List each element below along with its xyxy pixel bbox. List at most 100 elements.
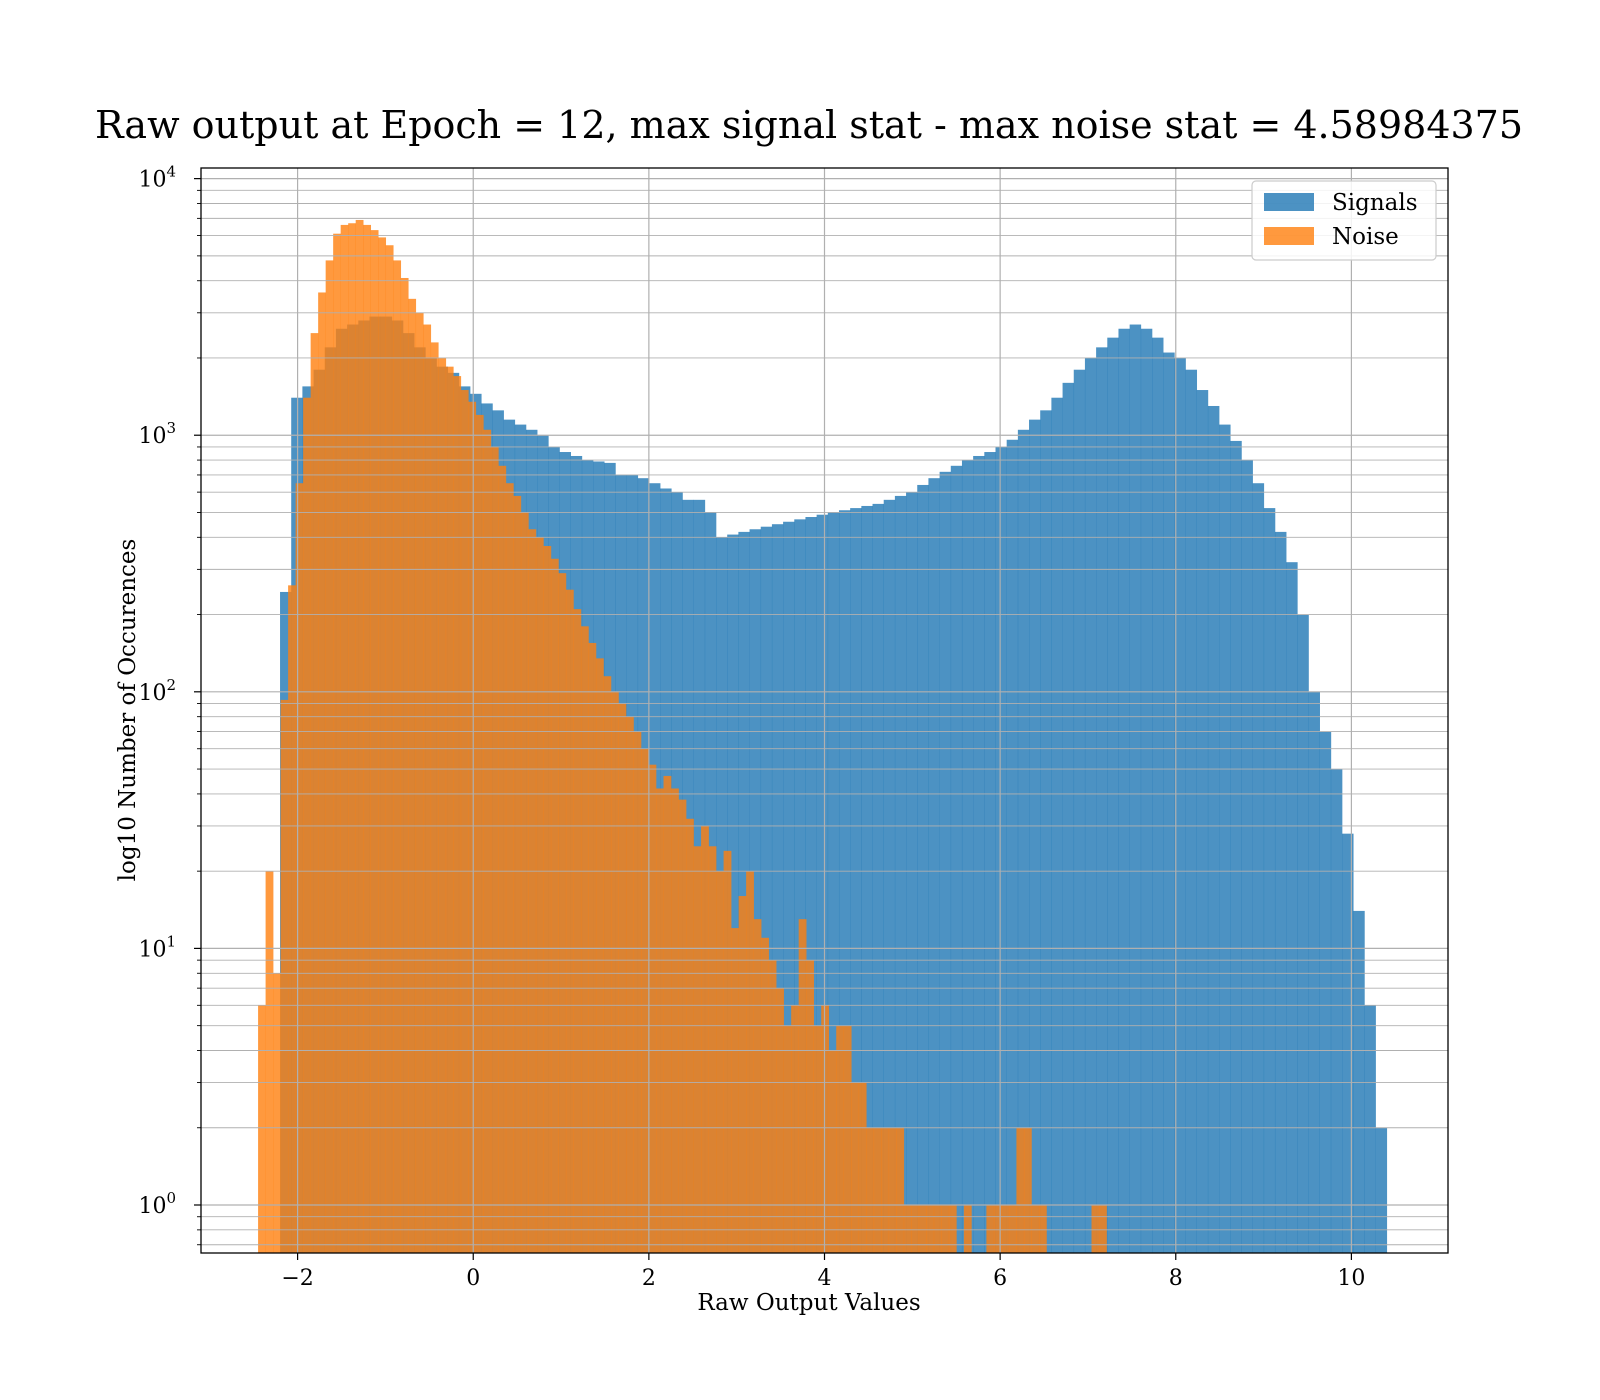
histogram-bar [926,1204,935,1253]
histogram-bar [813,1025,822,1253]
histogram-bar [1174,357,1186,1253]
histogram-bar [866,1127,875,1253]
histogram-bar [888,1127,897,1253]
x-tick-label: 2 [642,1266,656,1291]
histogram-bar [625,716,634,1253]
histogram-bar [295,483,304,1253]
histogram-bar [1219,424,1231,1253]
histogram-bar [918,1204,927,1253]
histogram-bar [776,988,784,1253]
histogram-bar [950,465,963,1253]
histogram-bar [273,973,281,1253]
histogram-bar [265,871,274,1253]
x-tick-label: 0 [466,1266,480,1291]
histogram-bar [663,775,672,1253]
x-tick-label: −2 [281,1266,313,1291]
histogram-bar [917,484,929,1253]
histogram-bar [783,1025,792,1253]
x-axis-label: Raw Output Values [697,1290,920,1316]
histogram-bar [873,1127,882,1253]
histogram-bar [378,237,387,1253]
histogram-bar [438,357,447,1253]
histogram-bar [836,1025,845,1253]
histogram-bar [535,537,544,1253]
histogram-bar [993,1204,1002,1253]
histogram-bar [1252,483,1265,1253]
histogram-bar [1073,369,1086,1253]
histogram-bar [595,658,604,1253]
histogram-bar [827,512,840,1253]
histogram-bar [760,526,773,1253]
histogram-bar [1319,731,1332,1253]
histogram-bar [1016,1127,1025,1253]
histogram-bar [1297,614,1309,1253]
histogram-bar [423,324,432,1253]
histogram-bar [678,799,687,1253]
histogram-bar [1006,439,1019,1253]
histogram-bar [749,529,762,1253]
histogram-bar [933,1204,942,1253]
histogram-bar [490,446,499,1253]
y-tick-label: 101 [138,932,176,962]
histogram-bar [686,818,694,1253]
histogram-bar [445,366,454,1253]
histogram-bar [415,312,424,1253]
y-axis-label: log10 Number of Occurences [115,539,141,882]
histogram-bar [872,503,885,1253]
histogram-bar [771,524,784,1253]
histogram-bar [768,960,777,1253]
histogram-bar [896,1127,905,1253]
histogram-bar [941,1204,950,1253]
histogram-bar [1241,460,1253,1253]
histogram-bar [460,390,469,1253]
histogram-bar [984,452,996,1253]
histogram-bar [723,850,732,1253]
histogram-bar [648,764,657,1253]
histogram-bar [288,585,296,1253]
legend-swatch-signals [1264,193,1314,211]
legend: Signals Noise [1251,180,1437,261]
legend-swatch-noise [1264,227,1314,245]
histogram-bar [1023,1127,1032,1253]
histogram-bar [1091,1204,1100,1253]
histogram-bar [701,825,709,1253]
x-tick-label: 8 [1169,1266,1183,1291]
legend-label-signals: Signals [1332,190,1418,216]
histogram-bar [520,512,529,1253]
x-tick-label: 10 [1337,1266,1365,1291]
histogram-bar [821,1005,830,1253]
histogram-bar [363,224,372,1253]
histogram-bar [1118,328,1130,1253]
x-tick-label: 4 [818,1266,832,1291]
histogram-bar [1163,352,1175,1253]
histogram-bar [716,871,724,1253]
histogram-bar [1084,357,1097,1253]
histogram-bar [558,573,567,1253]
histogram-bar [370,230,379,1253]
histogram-bar [325,260,334,1253]
histogram-bar [483,429,492,1253]
histogram-bar [348,223,356,1253]
histogram-bar [843,1025,852,1253]
histogram-bar [939,471,952,1253]
histogram-bar [828,1050,837,1253]
histogram-bar [1040,410,1052,1253]
histogram-bar [963,1204,972,1253]
histogram-bar [1096,347,1108,1253]
histogram-bar [911,1204,920,1253]
histogram-bar [731,928,739,1253]
histogram-bar [318,292,326,1253]
histogram-bar [310,333,319,1253]
grid [201,168,1448,1253]
histogram-bar [393,260,402,1253]
histogram-bar [430,342,439,1253]
histogram-bar [1140,328,1153,1253]
histogram-bar [513,495,522,1253]
histogram-bar [580,626,589,1253]
histogram-bar [633,731,642,1253]
histogram-bar [1152,337,1164,1253]
histogram-bar [1364,1005,1376,1253]
histogram-bar [1017,429,1030,1253]
histogram-bar [528,529,537,1253]
